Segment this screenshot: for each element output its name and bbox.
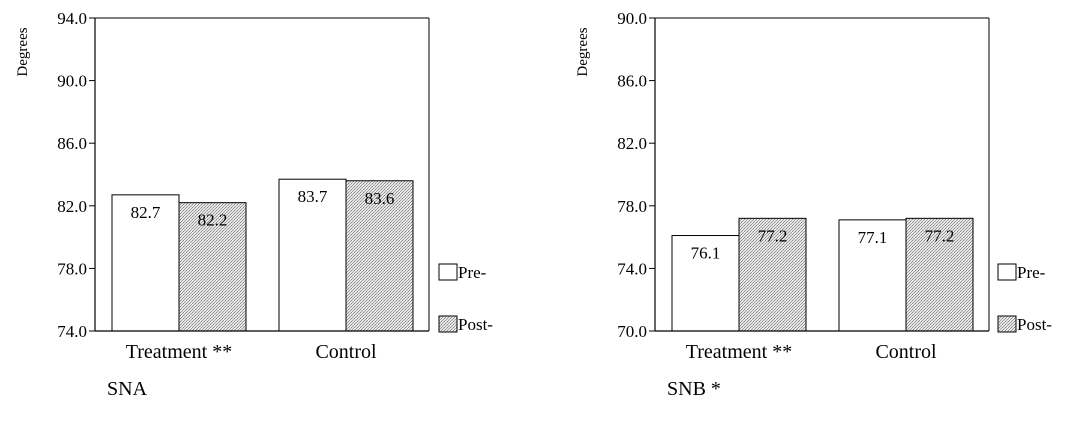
bar-pre [111, 194, 180, 332]
data-label: 77.2 [925, 226, 955, 245]
data-label: 77.2 [758, 226, 788, 245]
bar-post [738, 217, 807, 332]
legend-swatch-pre [438, 263, 458, 281]
data-label: 82.2 [198, 211, 228, 230]
chart-title: SNB * [667, 378, 721, 400]
bar-post [905, 217, 974, 332]
y-tick-label: 90.0 [57, 72, 87, 91]
y-tick-label: 74.0 [617, 259, 647, 278]
bar-pre [838, 219, 907, 332]
legend-swatch-post [438, 315, 458, 333]
bar-post [345, 180, 414, 332]
x-category-label: Control [875, 341, 937, 363]
data-label: 82.7 [131, 203, 161, 222]
y-tick-label: 70.0 [617, 322, 647, 341]
y-tick-label: 82.0 [617, 134, 647, 153]
data-label: 77.1 [858, 228, 888, 247]
y-tick-label: 74.0 [57, 322, 87, 341]
x-category-label: Treatment ** [686, 341, 792, 363]
legend-label: Post- [458, 315, 493, 334]
legend-label: Post- [1017, 315, 1052, 334]
y-axis-label: Degrees [15, 27, 31, 76]
x-category-label: Control [315, 341, 377, 363]
chart-title: SNA [107, 378, 148, 400]
legend-swatch-pre [997, 263, 1017, 281]
y-tick-label: 78.0 [617, 197, 647, 216]
y-tick-label: 90.0 [617, 9, 647, 28]
y-tick-label: 82.0 [57, 197, 87, 216]
legend-label: Pre- [1017, 263, 1046, 282]
y-tick-label: 86.0 [617, 72, 647, 91]
chart-0: 74.0 78.0 82.0 86.0 90.0 94.0 Degrees 82.7 82.2 T… [15, 9, 493, 400]
y-tick-label: 94.0 [57, 9, 87, 28]
legend-label: Pre- [458, 263, 487, 282]
y-tick-label: 86.0 [57, 134, 87, 153]
y-tick-label: 78.0 [57, 259, 87, 278]
data-label: 83.7 [298, 187, 328, 206]
legend-swatch-post [997, 315, 1017, 333]
chart-1: 70.0 74.0 78.0 82.0 86.0 90.0 Degrees 76.1 77.2 T… [575, 9, 1052, 400]
y-axis-label: Degrees [575, 27, 591, 76]
data-label: 76.1 [691, 244, 721, 263]
bar-pre [278, 178, 347, 332]
x-category-label: Treatment ** [126, 341, 232, 363]
data-label: 83.6 [365, 189, 395, 208]
bar-post [178, 202, 247, 332]
